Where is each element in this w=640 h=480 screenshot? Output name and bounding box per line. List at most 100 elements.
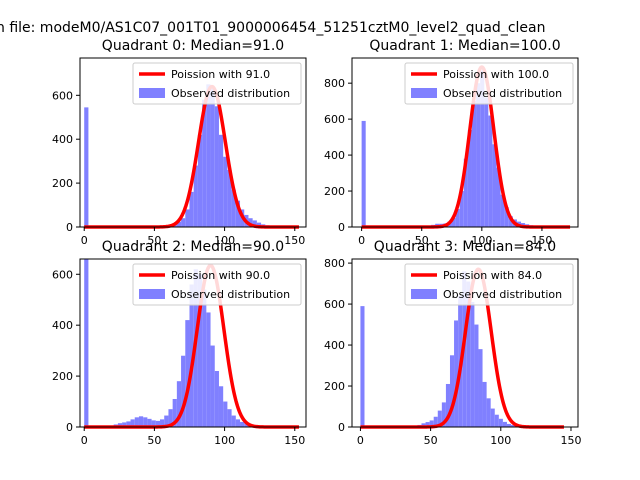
x-tick-label: 50 xyxy=(415,234,429,247)
histogram-bar xyxy=(252,220,257,227)
histogram-bar xyxy=(223,401,228,427)
histogram-bar xyxy=(486,398,491,427)
histogram-bar xyxy=(202,99,207,227)
histogram-bar xyxy=(227,409,232,427)
y-tick-label: 0 xyxy=(338,221,345,234)
histogram-bar xyxy=(197,274,203,427)
x-tick-label: 0 xyxy=(357,434,364,447)
legend-label-poisson: Poission with 100.0 xyxy=(443,68,549,81)
x-tick-label: 50 xyxy=(147,234,161,247)
histogram-bar xyxy=(176,221,182,227)
legend-label-observed: Observed distribution xyxy=(443,288,562,301)
histogram-bar xyxy=(138,416,144,427)
histogram-bar xyxy=(155,420,161,427)
x-tick-label: 0 xyxy=(81,234,88,247)
histogram-bar xyxy=(202,289,207,427)
y-tick-label: 800 xyxy=(324,257,345,270)
histogram-bar xyxy=(421,423,426,427)
histogram-bar xyxy=(244,423,249,427)
axes-frame xyxy=(351,57,579,228)
histogram-bar xyxy=(206,84,211,227)
histogram-bar xyxy=(449,355,455,427)
x-tick-label: 0 xyxy=(81,434,88,447)
y-tick-label: 800 xyxy=(324,77,345,90)
y-tick-label: 600 xyxy=(324,113,345,126)
x-tick-label: 100 xyxy=(214,434,235,447)
histogram-bar xyxy=(504,207,509,227)
histogram-bar xyxy=(185,320,190,427)
histogram-bar xyxy=(466,281,471,427)
y-tick-label: 0 xyxy=(66,421,73,434)
histogram-bar xyxy=(451,218,456,227)
histogram-bar xyxy=(492,144,497,227)
legend: Poission with 91.0 Observed distribution xyxy=(132,62,302,105)
observed-bars xyxy=(361,70,562,227)
histogram-bar xyxy=(84,107,89,227)
histogram-bar xyxy=(480,70,485,227)
y-tick-label: 600 xyxy=(324,298,345,311)
histogram-bar xyxy=(206,312,211,427)
legend-box xyxy=(404,62,574,105)
histogram-bar xyxy=(467,129,472,227)
histogram-bar xyxy=(248,218,253,227)
subplot-2: 0 50 100 150 0 200 400 600 Quadrant 2: Median=90… xyxy=(52,239,307,447)
histogram-bar xyxy=(189,284,194,427)
y-tick-label: 200 xyxy=(52,177,73,190)
histogram-bar xyxy=(454,320,459,427)
histogram-bar xyxy=(151,420,156,427)
x-tick-label: 0 xyxy=(358,234,365,247)
y-tick-label: 0 xyxy=(338,421,345,434)
histogram-bar xyxy=(488,115,493,227)
legend-box xyxy=(404,263,574,306)
histogram-bar xyxy=(193,165,198,227)
histogram-bar xyxy=(189,191,194,227)
subplot-0: 0 50 100 150 0 200 400 600 Quadrant 0: Median=91… xyxy=(52,38,307,247)
x-tick-label: 150 xyxy=(284,434,305,447)
subplots: 0 50 100 150 0 200 400 600 Quadrant 0: Median=91… xyxy=(52,38,581,447)
subplot-title: Quadrant 3: Median=84.0 xyxy=(374,239,556,255)
histogram-bar xyxy=(471,101,477,227)
subplot-title: Quadrant 1: Median=100.0 xyxy=(369,38,560,54)
histogram-bar xyxy=(508,216,513,227)
histogram-bar xyxy=(218,134,224,227)
y-tick-label: 400 xyxy=(324,149,345,162)
legend-bar-swatch xyxy=(139,289,165,299)
histogram-bar xyxy=(494,414,499,427)
x-tick-label: 150 xyxy=(284,234,305,247)
histogram-bar xyxy=(126,421,131,427)
histogram-bar xyxy=(240,421,245,427)
legend-bar-swatch xyxy=(411,289,437,299)
histogram-bar xyxy=(122,422,127,427)
histogram-bar xyxy=(84,259,89,427)
histogram-bar xyxy=(130,419,135,427)
legend-label-poisson: Poission with 91.0 xyxy=(171,68,270,81)
observed-bars xyxy=(84,84,295,228)
axes-frame xyxy=(79,57,307,228)
legend: Poission with 100.0 Observed distribution xyxy=(404,62,574,105)
legend-label-observed: Observed distribution xyxy=(171,87,290,100)
histogram-bar xyxy=(223,156,228,227)
histogram-bar xyxy=(210,88,215,228)
y-tick-label: 200 xyxy=(324,380,345,393)
y-tick-label: 600 xyxy=(52,89,73,102)
histogram-bar xyxy=(147,418,152,427)
legend-box xyxy=(132,62,302,105)
histogram-bar xyxy=(160,419,165,427)
y-tick-label: 400 xyxy=(52,319,73,332)
histogram-bar xyxy=(360,306,365,427)
histogram-bar xyxy=(498,418,503,427)
histogram-bar xyxy=(181,218,186,227)
axes-frame xyxy=(351,258,579,428)
observed-bars xyxy=(84,259,283,427)
histogram-bar xyxy=(361,120,366,227)
subplot-1: 0 50 100 150 0 200 400 600 800 Quadrant 1: Median… xyxy=(324,38,579,247)
legend-label-poisson: Poission with 90.0 xyxy=(171,269,270,282)
histogram-bar xyxy=(474,324,479,427)
y-tick-label: 400 xyxy=(324,339,345,352)
histogram-bar xyxy=(197,134,203,227)
histogram-bar xyxy=(231,415,236,427)
legend-label-observed: Observed distribution xyxy=(171,288,290,301)
histogram-bar xyxy=(117,423,123,427)
y-tick-label: 400 xyxy=(52,133,73,146)
